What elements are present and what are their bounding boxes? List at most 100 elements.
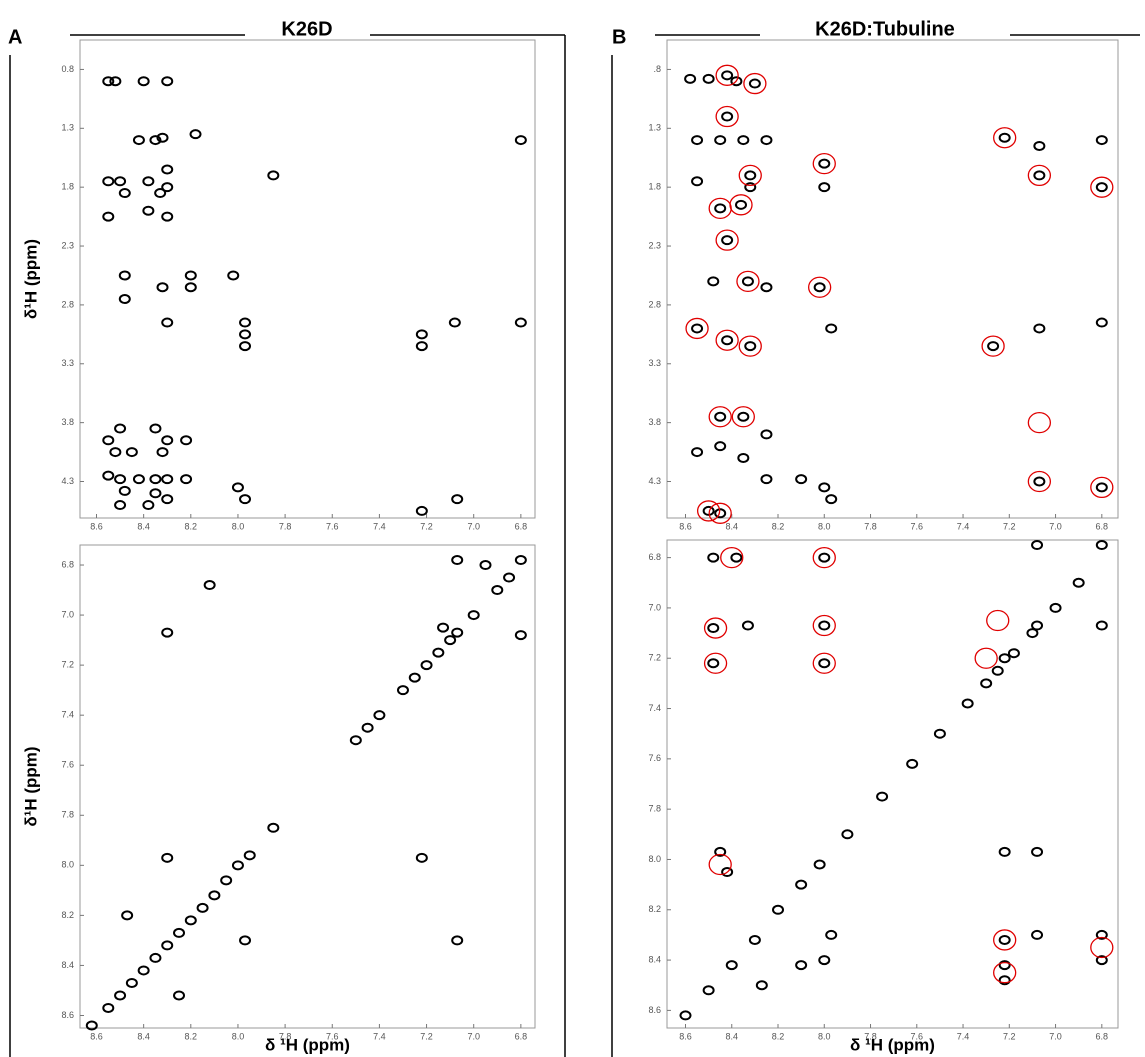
peak — [203, 580, 216, 591]
peak — [243, 850, 256, 861]
peak — [156, 447, 169, 458]
peak — [684, 73, 697, 84]
peak — [1033, 323, 1046, 334]
peak — [161, 852, 174, 863]
peak — [933, 728, 946, 739]
peak — [432, 647, 445, 658]
peak — [451, 555, 464, 566]
x-tick-label: 7.6 — [911, 1031, 924, 1041]
peak — [1026, 628, 1039, 639]
peak — [714, 441, 727, 452]
y-tick-label: 7.4 — [61, 710, 74, 720]
peak — [121, 910, 134, 921]
highlight-circle — [708, 406, 732, 428]
y-tick-label: 7.8 — [61, 810, 74, 820]
peak — [180, 435, 193, 446]
x-tick-label: 7.8 — [864, 521, 877, 531]
x-tick-label: 6.8 — [515, 1031, 528, 1041]
highlight-circle — [696, 500, 721, 522]
peak — [691, 135, 704, 146]
highlight-circle — [812, 546, 836, 569]
x-tick-label: 8.0 — [818, 1031, 831, 1041]
x-tick-label: 6.8 — [1096, 1031, 1109, 1041]
peak — [184, 282, 197, 293]
peak — [744, 341, 757, 352]
peak — [137, 76, 150, 87]
peak — [714, 203, 727, 214]
peak — [102, 470, 115, 481]
peak — [239, 329, 252, 340]
peak — [691, 447, 704, 458]
peak — [267, 822, 280, 833]
panel-frames — [9, 34, 1140, 1057]
x-tick-label: 7.4 — [373, 521, 386, 531]
y-tick-label: 4.3 — [61, 476, 74, 486]
highlight-circle — [1090, 176, 1114, 198]
x-tick-label: 7.2 — [420, 521, 433, 531]
y-tick-label: 7.2 — [648, 653, 661, 663]
peak — [503, 572, 516, 583]
highlight-circle — [708, 502, 732, 524]
x-tick-label: 8.4 — [726, 1031, 739, 1041]
y-tick-label: 8.4 — [61, 960, 74, 970]
peak — [239, 341, 252, 352]
peak — [730, 76, 743, 87]
peak — [137, 965, 150, 976]
highlight-circle — [993, 962, 1017, 984]
peak — [691, 323, 704, 334]
peak — [109, 447, 122, 458]
peak — [444, 635, 457, 646]
peak — [220, 875, 233, 886]
peak — [998, 846, 1011, 857]
highlight-circle — [812, 652, 836, 674]
peak — [161, 494, 174, 505]
peak — [415, 329, 428, 340]
peak — [818, 158, 831, 169]
highlight-circle — [743, 72, 767, 95]
peak — [1031, 620, 1044, 631]
peak — [825, 929, 838, 940]
peak — [161, 76, 174, 87]
x-tick-label: 8.0 — [232, 1031, 245, 1041]
highlight-circle — [1090, 476, 1114, 499]
highlight-circle — [812, 152, 836, 175]
peak — [448, 317, 461, 328]
highlight-circle — [807, 276, 832, 298]
panel-label: B — [612, 26, 626, 48]
peak — [161, 474, 174, 485]
peak — [180, 474, 193, 485]
y-tick-label: 1.8 — [61, 182, 74, 192]
peak — [196, 902, 209, 913]
x-tick-label: 7.8 — [279, 521, 292, 531]
y-tick-label: 7.6 — [648, 753, 661, 763]
peak — [714, 508, 727, 519]
highlight-circle — [974, 647, 998, 669]
peak — [208, 890, 221, 901]
highlight-circle — [703, 652, 728, 674]
peak — [156, 282, 169, 293]
plot-frame — [666, 539, 1119, 1029]
peak — [173, 927, 186, 938]
peak — [980, 678, 993, 689]
peak — [876, 791, 889, 802]
peak — [1031, 540, 1044, 551]
panel-label: A — [8, 26, 22, 48]
peak — [161, 211, 174, 222]
peak — [451, 935, 464, 946]
x-tick-label: 8.4 — [137, 1031, 150, 1041]
peak — [161, 317, 174, 328]
peak — [841, 829, 854, 840]
peak — [702, 73, 715, 84]
y-tick-label: 6.8 — [61, 559, 74, 569]
peak — [679, 1010, 692, 1021]
peak — [349, 735, 362, 746]
peak — [149, 423, 162, 434]
panel-title: K26D:Tubuline — [815, 18, 955, 40]
peak — [514, 555, 527, 566]
peak — [1007, 648, 1020, 659]
peak — [437, 622, 450, 633]
highlight-circle — [715, 105, 739, 128]
peak — [161, 435, 174, 446]
peak — [702, 985, 715, 996]
